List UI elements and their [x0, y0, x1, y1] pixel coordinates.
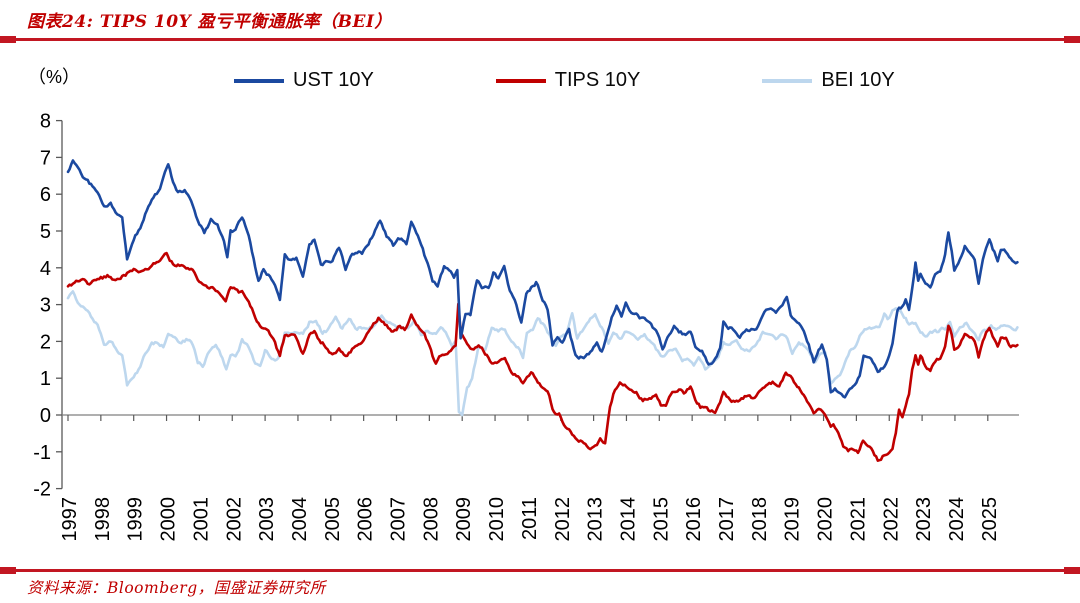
- legend-label-ust-10y: UST 10Y: [293, 69, 374, 91]
- svg-text:2025: 2025: [979, 497, 1001, 542]
- svg-text:2009: 2009: [453, 497, 475, 542]
- svg-text:-1: -1: [33, 442, 51, 464]
- svg-text:2016: 2016: [683, 497, 705, 542]
- svg-text:2019: 2019: [782, 497, 804, 542]
- svg-text:2012: 2012: [552, 497, 574, 542]
- chart-legend: UST 10Y TIPS 10Y BEI 10Y: [234, 69, 895, 92]
- header-rule: [0, 36, 1080, 42]
- svg-text:2010: 2010: [486, 497, 508, 542]
- legend-item-bei-10y: BEI 10Y: [762, 69, 895, 92]
- svg-text:8: 8: [40, 111, 51, 133]
- bei-line-swatch: [762, 78, 813, 83]
- legend-item-tips-10y: TIPS 10Y: [495, 69, 641, 92]
- legend-item-ust-10y: UST 10Y: [234, 69, 374, 92]
- svg-text:2008: 2008: [420, 497, 442, 542]
- svg-text:2018: 2018: [749, 497, 771, 542]
- tips-line-swatch: [495, 78, 546, 83]
- page-title: 图表24: TIPS 10Y 盈亏平衡通胀率（BEI）: [27, 12, 392, 32]
- svg-text:2021: 2021: [847, 497, 869, 542]
- svg-text:2014: 2014: [617, 497, 639, 542]
- legend-label-tips-10y: TIPS 10Y: [554, 69, 641, 91]
- svg-text:2007: 2007: [388, 497, 410, 542]
- svg-text:3: 3: [40, 295, 51, 317]
- footer-rule: [0, 567, 1080, 573]
- svg-text:2023: 2023: [913, 497, 935, 542]
- svg-text:2011: 2011: [519, 497, 541, 540]
- svg-text:-2: -2: [33, 479, 51, 501]
- svg-text:2005: 2005: [322, 497, 344, 542]
- svg-text:2017: 2017: [716, 497, 738, 542]
- svg-text:4: 4: [40, 258, 51, 280]
- svg-text:2000: 2000: [158, 497, 180, 542]
- svg-text:2002: 2002: [223, 497, 245, 542]
- ust-line-swatch: [234, 78, 284, 83]
- svg-text:7: 7: [40, 147, 51, 169]
- svg-text:2004: 2004: [289, 497, 311, 542]
- svg-text:0: 0: [40, 405, 51, 427]
- y-axis-unit-label: （%）: [28, 67, 81, 87]
- svg-text:6: 6: [40, 184, 51, 206]
- svg-text:2015: 2015: [650, 497, 672, 542]
- svg-text:1999: 1999: [125, 497, 147, 542]
- svg-text:2001: 2001: [190, 497, 212, 542]
- svg-text:2: 2: [40, 331, 51, 353]
- source-text: 资料来源：Bloomberg，国盛证券研究所: [27, 579, 326, 597]
- svg-text:1: 1: [40, 368, 51, 390]
- svg-text:2024: 2024: [946, 497, 968, 542]
- svg-text:2006: 2006: [355, 497, 377, 542]
- legend-label-bei-10y: BEI 10Y: [821, 69, 895, 91]
- svg-text:2013: 2013: [585, 497, 607, 542]
- svg-text:2003: 2003: [256, 497, 278, 542]
- svg-text:5: 5: [40, 221, 51, 243]
- svg-text:2020: 2020: [815, 497, 837, 542]
- svg-text:1998: 1998: [92, 497, 114, 542]
- svg-text:1997: 1997: [59, 497, 81, 542]
- svg-text:2022: 2022: [880, 497, 902, 542]
